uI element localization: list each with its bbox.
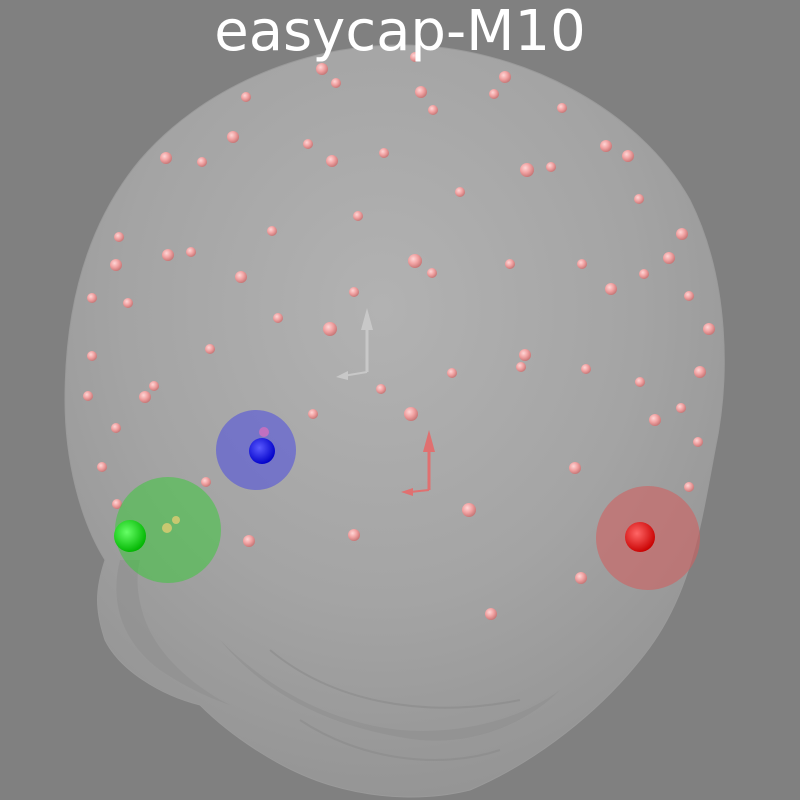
lpa-electrode-2 xyxy=(172,516,180,524)
head-axis-z-arrowhead xyxy=(361,308,373,330)
electrode-31 xyxy=(505,259,515,269)
head-axis-x-arrowhead xyxy=(336,371,348,380)
electrode-68 xyxy=(348,529,360,541)
electrode-22 xyxy=(353,211,363,221)
electrode-50 xyxy=(139,391,151,403)
electrode-71 xyxy=(485,608,497,620)
electrode-55 xyxy=(83,391,93,401)
lpa-marker xyxy=(114,520,146,552)
electrode-18 xyxy=(520,163,534,177)
electrode-30 xyxy=(427,268,437,278)
electrode-40 xyxy=(684,291,694,301)
electrode-61 xyxy=(693,437,703,447)
electrode-60 xyxy=(649,414,661,426)
electrode-70 xyxy=(575,572,587,584)
electrode-38 xyxy=(87,293,97,303)
electrode-35 xyxy=(235,271,247,283)
device-axis-x-arrowhead xyxy=(401,488,413,496)
electrode-4 xyxy=(499,71,511,83)
electrode-21 xyxy=(634,194,644,204)
electrode-48 xyxy=(581,364,591,374)
electrode-32 xyxy=(577,259,587,269)
electrode-65 xyxy=(684,482,694,492)
scalp-surface xyxy=(64,44,725,798)
electrode-46 xyxy=(519,349,531,361)
nasion-marker xyxy=(249,438,275,464)
electrode-41 xyxy=(273,313,283,323)
electrode-59 xyxy=(111,423,121,433)
electrode-1 xyxy=(316,63,328,75)
electrode-28 xyxy=(110,259,122,271)
electrode-64 xyxy=(201,477,211,487)
electrode-17 xyxy=(622,150,634,162)
electrode-25 xyxy=(676,228,688,240)
electrode-11 xyxy=(303,139,313,149)
electrode-8 xyxy=(428,105,438,115)
electrode-14 xyxy=(326,155,338,167)
electrode-16 xyxy=(600,140,612,152)
jaw-line xyxy=(269,649,521,709)
electrode-2 xyxy=(331,78,341,88)
electrode-54 xyxy=(694,366,706,378)
mouth-line xyxy=(299,719,501,761)
electrode-34 xyxy=(639,269,649,279)
electrode-69 xyxy=(243,535,255,547)
rpa-fiducial xyxy=(596,486,700,590)
electrode-12 xyxy=(160,152,172,164)
electrode-57 xyxy=(404,407,418,421)
lpa-electrode-1 xyxy=(162,523,172,533)
electrode-56 xyxy=(308,409,318,419)
electrode-52 xyxy=(447,368,457,378)
eeg-electrodes xyxy=(83,52,715,620)
electrode-5 xyxy=(489,89,499,99)
electrode-47 xyxy=(516,362,526,372)
electrode-33 xyxy=(663,252,675,264)
electrode-63 xyxy=(569,462,581,474)
device-axis-z-arrowhead xyxy=(423,430,435,452)
electrode-13 xyxy=(197,157,207,167)
nasion-fiducial xyxy=(216,410,296,490)
electrode-58 xyxy=(676,403,686,413)
electrode-45 xyxy=(87,351,97,361)
electrode-62 xyxy=(97,462,107,472)
electrode-39 xyxy=(123,298,133,308)
electrode-10 xyxy=(227,131,239,143)
electrode-29 xyxy=(408,254,422,268)
electrode-51 xyxy=(376,384,386,394)
electrode-20 xyxy=(455,187,465,197)
electrode-3 xyxy=(410,52,420,62)
electrode-44 xyxy=(205,344,215,354)
electrode-23 xyxy=(114,232,124,242)
electrode-66 xyxy=(112,499,122,509)
electrode-37 xyxy=(605,283,617,295)
nose-shading xyxy=(116,560,230,705)
electrode-26 xyxy=(162,249,174,261)
device-coordinate-axes xyxy=(401,430,435,496)
nasion-electrode xyxy=(259,427,269,437)
electrode-24 xyxy=(267,226,277,236)
electrode-36 xyxy=(349,287,359,297)
electrode-7 xyxy=(415,86,427,98)
electrode-6 xyxy=(241,92,251,102)
electrode-19 xyxy=(546,162,556,172)
device-axis-x xyxy=(409,489,430,493)
electrode-15 xyxy=(379,148,389,158)
rpa-marker xyxy=(625,522,655,552)
electrode-27 xyxy=(186,247,196,257)
electrode-42 xyxy=(323,322,337,336)
electrode-43 xyxy=(703,323,715,335)
electrode-9 xyxy=(557,103,567,113)
electrode-53 xyxy=(635,377,645,387)
electrode-67 xyxy=(462,503,476,517)
electrode-49 xyxy=(149,381,159,391)
lpa-fiducial xyxy=(114,477,221,583)
head-coordinate-axes xyxy=(336,308,373,380)
plot-title: easycap-M10 xyxy=(214,0,586,64)
